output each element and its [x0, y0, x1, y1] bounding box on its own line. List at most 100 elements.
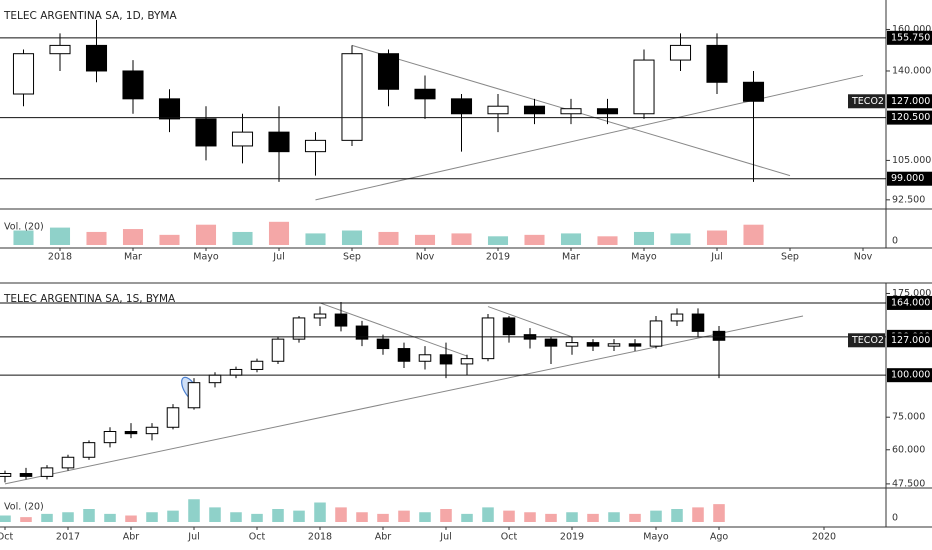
level-box: [887, 295, 932, 310]
volume-bar: [451, 233, 472, 245]
volume-bar: [650, 510, 662, 522]
volume-bar: [83, 509, 95, 522]
x-tick-label: Sep: [343, 252, 361, 263]
level-label: 100.000: [891, 370, 930, 381]
volume-bar: [743, 224, 764, 245]
volume-bar: [398, 510, 410, 522]
volume-bar: [633, 231, 655, 245]
x-tick-label: Jul: [187, 532, 199, 543]
volume-bar: [167, 510, 179, 522]
volume-bar: [314, 502, 326, 522]
y-tick-label: 175.000: [892, 288, 931, 299]
x-tick-label: Jul: [710, 252, 722, 263]
volume-bar: [487, 236, 509, 245]
candle-body: [565, 342, 579, 347]
volume-bar: [195, 224, 217, 245]
candle-body: [158, 98, 181, 120]
candle-body: [607, 343, 621, 347]
volume-tick-label: 0: [892, 236, 898, 247]
volume-bar: [560, 233, 582, 245]
chart-pane: [12, 19, 864, 245]
volume-bar: [706, 230, 728, 245]
x-tick-label: Jul: [439, 532, 451, 543]
candle-body: [334, 313, 348, 327]
x-tick-label: Jul: [272, 252, 284, 263]
candle-body: [304, 139, 327, 153]
volume-bar: [671, 509, 683, 522]
level-box: [887, 171, 932, 186]
candle-body: [82, 442, 96, 458]
x-tick-label: Nov: [416, 252, 435, 263]
candle-body: [103, 431, 117, 444]
volume-label: Vol. (20): [4, 502, 44, 513]
y-tick-label: 75.000: [892, 412, 925, 423]
trendline: [319, 302, 468, 357]
candle-body: [481, 317, 495, 360]
candle-body: [596, 108, 619, 115]
volume-bar: [378, 231, 399, 245]
candle-body: [85, 44, 108, 72]
candle-body: [669, 44, 692, 61]
volume-bar: [597, 236, 618, 245]
chart-pane: [0, 302, 804, 522]
candle-body: [487, 105, 509, 115]
volume-bar: [146, 512, 158, 522]
candle-body: [122, 70, 144, 100]
candle-body: [19, 473, 33, 477]
x-tick-label: Mayo: [193, 252, 219, 263]
candle-body: [376, 338, 390, 350]
candle-body: [628, 343, 642, 347]
candle-body: [145, 426, 159, 435]
candle-body: [670, 313, 684, 322]
candle-body: [450, 98, 473, 115]
volume-bar: [232, 231, 253, 245]
y-tick-label: 92.500: [892, 194, 925, 205]
last-price-name: TECO2: [851, 335, 884, 346]
trendline: [487, 306, 573, 338]
last-price-name: TECO2: [851, 96, 884, 107]
candle-body: [560, 108, 582, 115]
x-tick-label: 2020: [812, 532, 836, 543]
y-tick-label: 60.000: [892, 444, 925, 455]
candle-body: [377, 53, 400, 90]
volume-bar: [0, 515, 11, 522]
candle-body: [208, 374, 222, 384]
candle-body: [40, 467, 54, 477]
candle-body: [586, 342, 600, 347]
volume-bar: [272, 509, 284, 522]
level-box: [887, 368, 932, 383]
candle-body: [460, 358, 474, 365]
x-tick-label: 2017: [56, 532, 80, 543]
candle-body: [502, 317, 516, 336]
candle-body: [268, 131, 290, 153]
candle-body: [195, 118, 217, 147]
volume-bar: [335, 507, 347, 522]
candle-body: [397, 348, 411, 362]
volume-bar: [49, 227, 71, 245]
volume-label: Vol. (20): [4, 222, 44, 233]
volume-bar: [587, 513, 599, 522]
candle-body: [355, 325, 369, 340]
y-tick-label: 105.000: [892, 155, 931, 166]
candle-body: [61, 456, 75, 469]
candle-body: [49, 44, 71, 55]
volume-bar: [268, 221, 290, 245]
volume-bar: [566, 512, 578, 522]
candle-body: [124, 431, 138, 435]
volume-bar: [482, 507, 494, 522]
candle-body: [742, 81, 765, 102]
volume-bar: [104, 513, 116, 522]
candle-body: [649, 320, 663, 347]
level-label: 99.000: [891, 173, 924, 184]
volume-bar: [86, 231, 107, 245]
volume-bar: [524, 512, 536, 522]
last-price-box: [887, 333, 932, 348]
candle-body: [250, 360, 264, 370]
level-label: 164.000: [891, 297, 930, 308]
volume-bar: [461, 513, 473, 522]
x-tick-label: Oct: [0, 532, 13, 543]
volume-bar: [125, 515, 137, 522]
volume-bar: [13, 230, 34, 245]
volume-bar: [305, 233, 326, 245]
volume-bar: [230, 512, 242, 522]
